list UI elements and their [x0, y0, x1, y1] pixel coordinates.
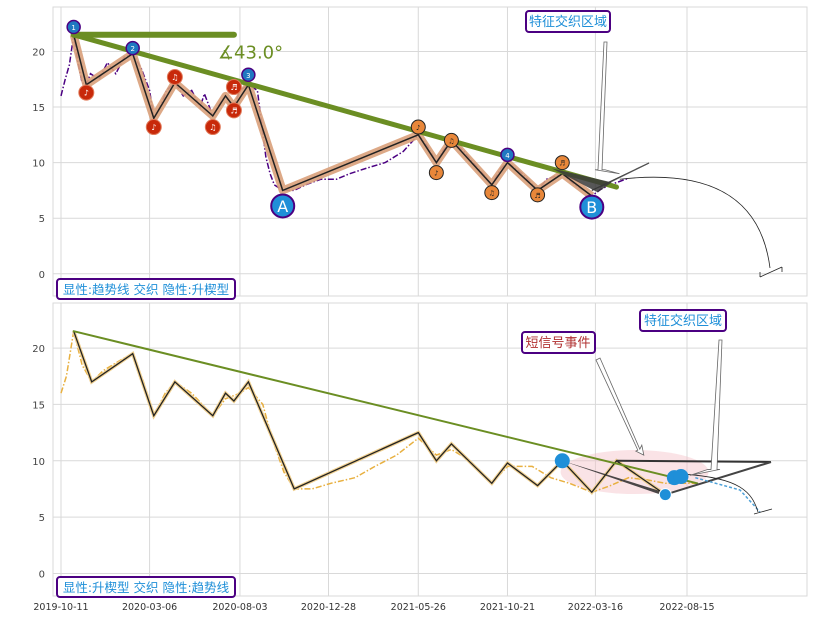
- red-marker: [166, 69, 183, 86]
- orange-marker-label: ♬: [534, 192, 540, 200]
- blue-marker: [125, 40, 140, 56]
- orange-marker-label: ♪: [434, 170, 438, 178]
- blue-marker: [66, 19, 81, 35]
- wedge-fill: [551, 168, 612, 193]
- y-tick-label: 10: [32, 457, 45, 468]
- caption-box: [56, 576, 236, 598]
- point-label-circle: [270, 193, 296, 219]
- red-marker-label: ♬: [230, 106, 237, 115]
- blue-marker: [500, 147, 515, 163]
- forecast-arc: [685, 473, 759, 513]
- blue-dot: [554, 453, 570, 469]
- trend-line: [72, 330, 699, 485]
- red-marker: [78, 84, 95, 101]
- annotation-box: [639, 309, 727, 332]
- annotation-arrow: [594, 41, 620, 175]
- blue-marker-label: 4: [505, 152, 510, 160]
- orange-marker: [554, 155, 570, 171]
- blue-marker-label: 2: [130, 45, 134, 53]
- wedge-upper: [616, 459, 772, 463]
- y-tick-label: 0: [39, 569, 45, 580]
- annotation-arrow: [595, 357, 645, 456]
- blue-dot: [673, 469, 689, 485]
- orange-marker: [530, 187, 546, 203]
- red-marker: [145, 119, 162, 136]
- y-tick-label: 0: [39, 270, 45, 281]
- angle-label: ∡43.0°: [218, 42, 283, 63]
- annotation-box: [525, 10, 611, 33]
- orange-marker-label: ♬: [559, 160, 565, 168]
- orange-marker: [443, 132, 459, 148]
- x-tick-label: 2020-08-03: [212, 602, 267, 613]
- y-tick-label: 10: [32, 159, 45, 170]
- red-marker-label: ♬: [230, 83, 237, 92]
- orange-marker: [484, 185, 500, 201]
- blue-marker-label: 3: [246, 72, 250, 80]
- forecast-path: [695, 476, 761, 513]
- forecast-end-bar: [753, 508, 773, 515]
- point-label-circle: [579, 194, 605, 220]
- red-marker-label: ♪: [84, 89, 89, 98]
- y-tick-label: 15: [32, 103, 45, 114]
- blue-marker-label: 1: [71, 24, 75, 32]
- forecast-arc: [619, 176, 771, 269]
- wedge-fill: [562, 460, 670, 498]
- orange-marker-label: ♫: [448, 137, 454, 145]
- x-tick-label: 2021-05-26: [391, 602, 446, 613]
- red-marker-label: ♪: [151, 123, 156, 132]
- y-tick-label: 15: [32, 400, 45, 411]
- x-tick-label: 2022-03-16: [568, 602, 623, 613]
- x-tick-label: 2020-03-06: [122, 602, 177, 613]
- blue-dot: [658, 488, 672, 502]
- red-marker: [225, 79, 242, 96]
- x-tick-label: 2020-12-28: [301, 602, 356, 613]
- annotation-text: 特征交织区域: [644, 313, 722, 329]
- forecast-end-bar: [759, 266, 783, 278]
- x-tick-label: 2022-08-15: [659, 602, 714, 613]
- x-tick-label: 2019-10-11: [33, 602, 88, 613]
- zigzag-line: [72, 34, 593, 197]
- top-panel: 0 5 10 15 20 ∡43.0° 1 2 3 4 ♪ ♪ ♫ ♫ ♬ ♬ ♪ ♪ ♫ ♫ ♬ ♬ A B 特征交织区域显…: [32, 6, 808, 300]
- y-tick-label: 5: [39, 513, 45, 524]
- caption-text: 显性:趋势线 交织 隐性:升楔型: [63, 282, 229, 297]
- orange-marker: [410, 119, 426, 135]
- y-tick-label: 20: [32, 344, 45, 355]
- red-marker: [225, 102, 242, 119]
- x-tick-label: 2021-10-21: [480, 602, 535, 613]
- annotation-box: [521, 331, 596, 354]
- annotation-text: 短信号事件: [525, 336, 590, 351]
- red-marker: [204, 119, 221, 136]
- red-marker-label: ♫: [209, 123, 216, 132]
- annotation-arrow: [689, 339, 723, 476]
- red-marker-label: ♫: [171, 73, 178, 82]
- orange-marker: [428, 165, 444, 181]
- trend-line: [71, 32, 620, 190]
- orange-marker-label: ♫: [489, 190, 495, 198]
- point-label-text: A: [277, 197, 288, 216]
- annotation-text: 特征交织区域: [529, 14, 607, 30]
- blue-marker: [241, 67, 256, 83]
- y-tick-label: 5: [39, 214, 45, 225]
- caption-box: [56, 278, 236, 300]
- y-tick-label: 20: [32, 47, 45, 58]
- orange-marker-label: ♪: [416, 124, 420, 132]
- wedge-lower: [665, 461, 772, 496]
- point-label-text: B: [586, 198, 597, 217]
- caption-text: 显性:升楔型 交织 隐性:趋势线: [63, 580, 230, 595]
